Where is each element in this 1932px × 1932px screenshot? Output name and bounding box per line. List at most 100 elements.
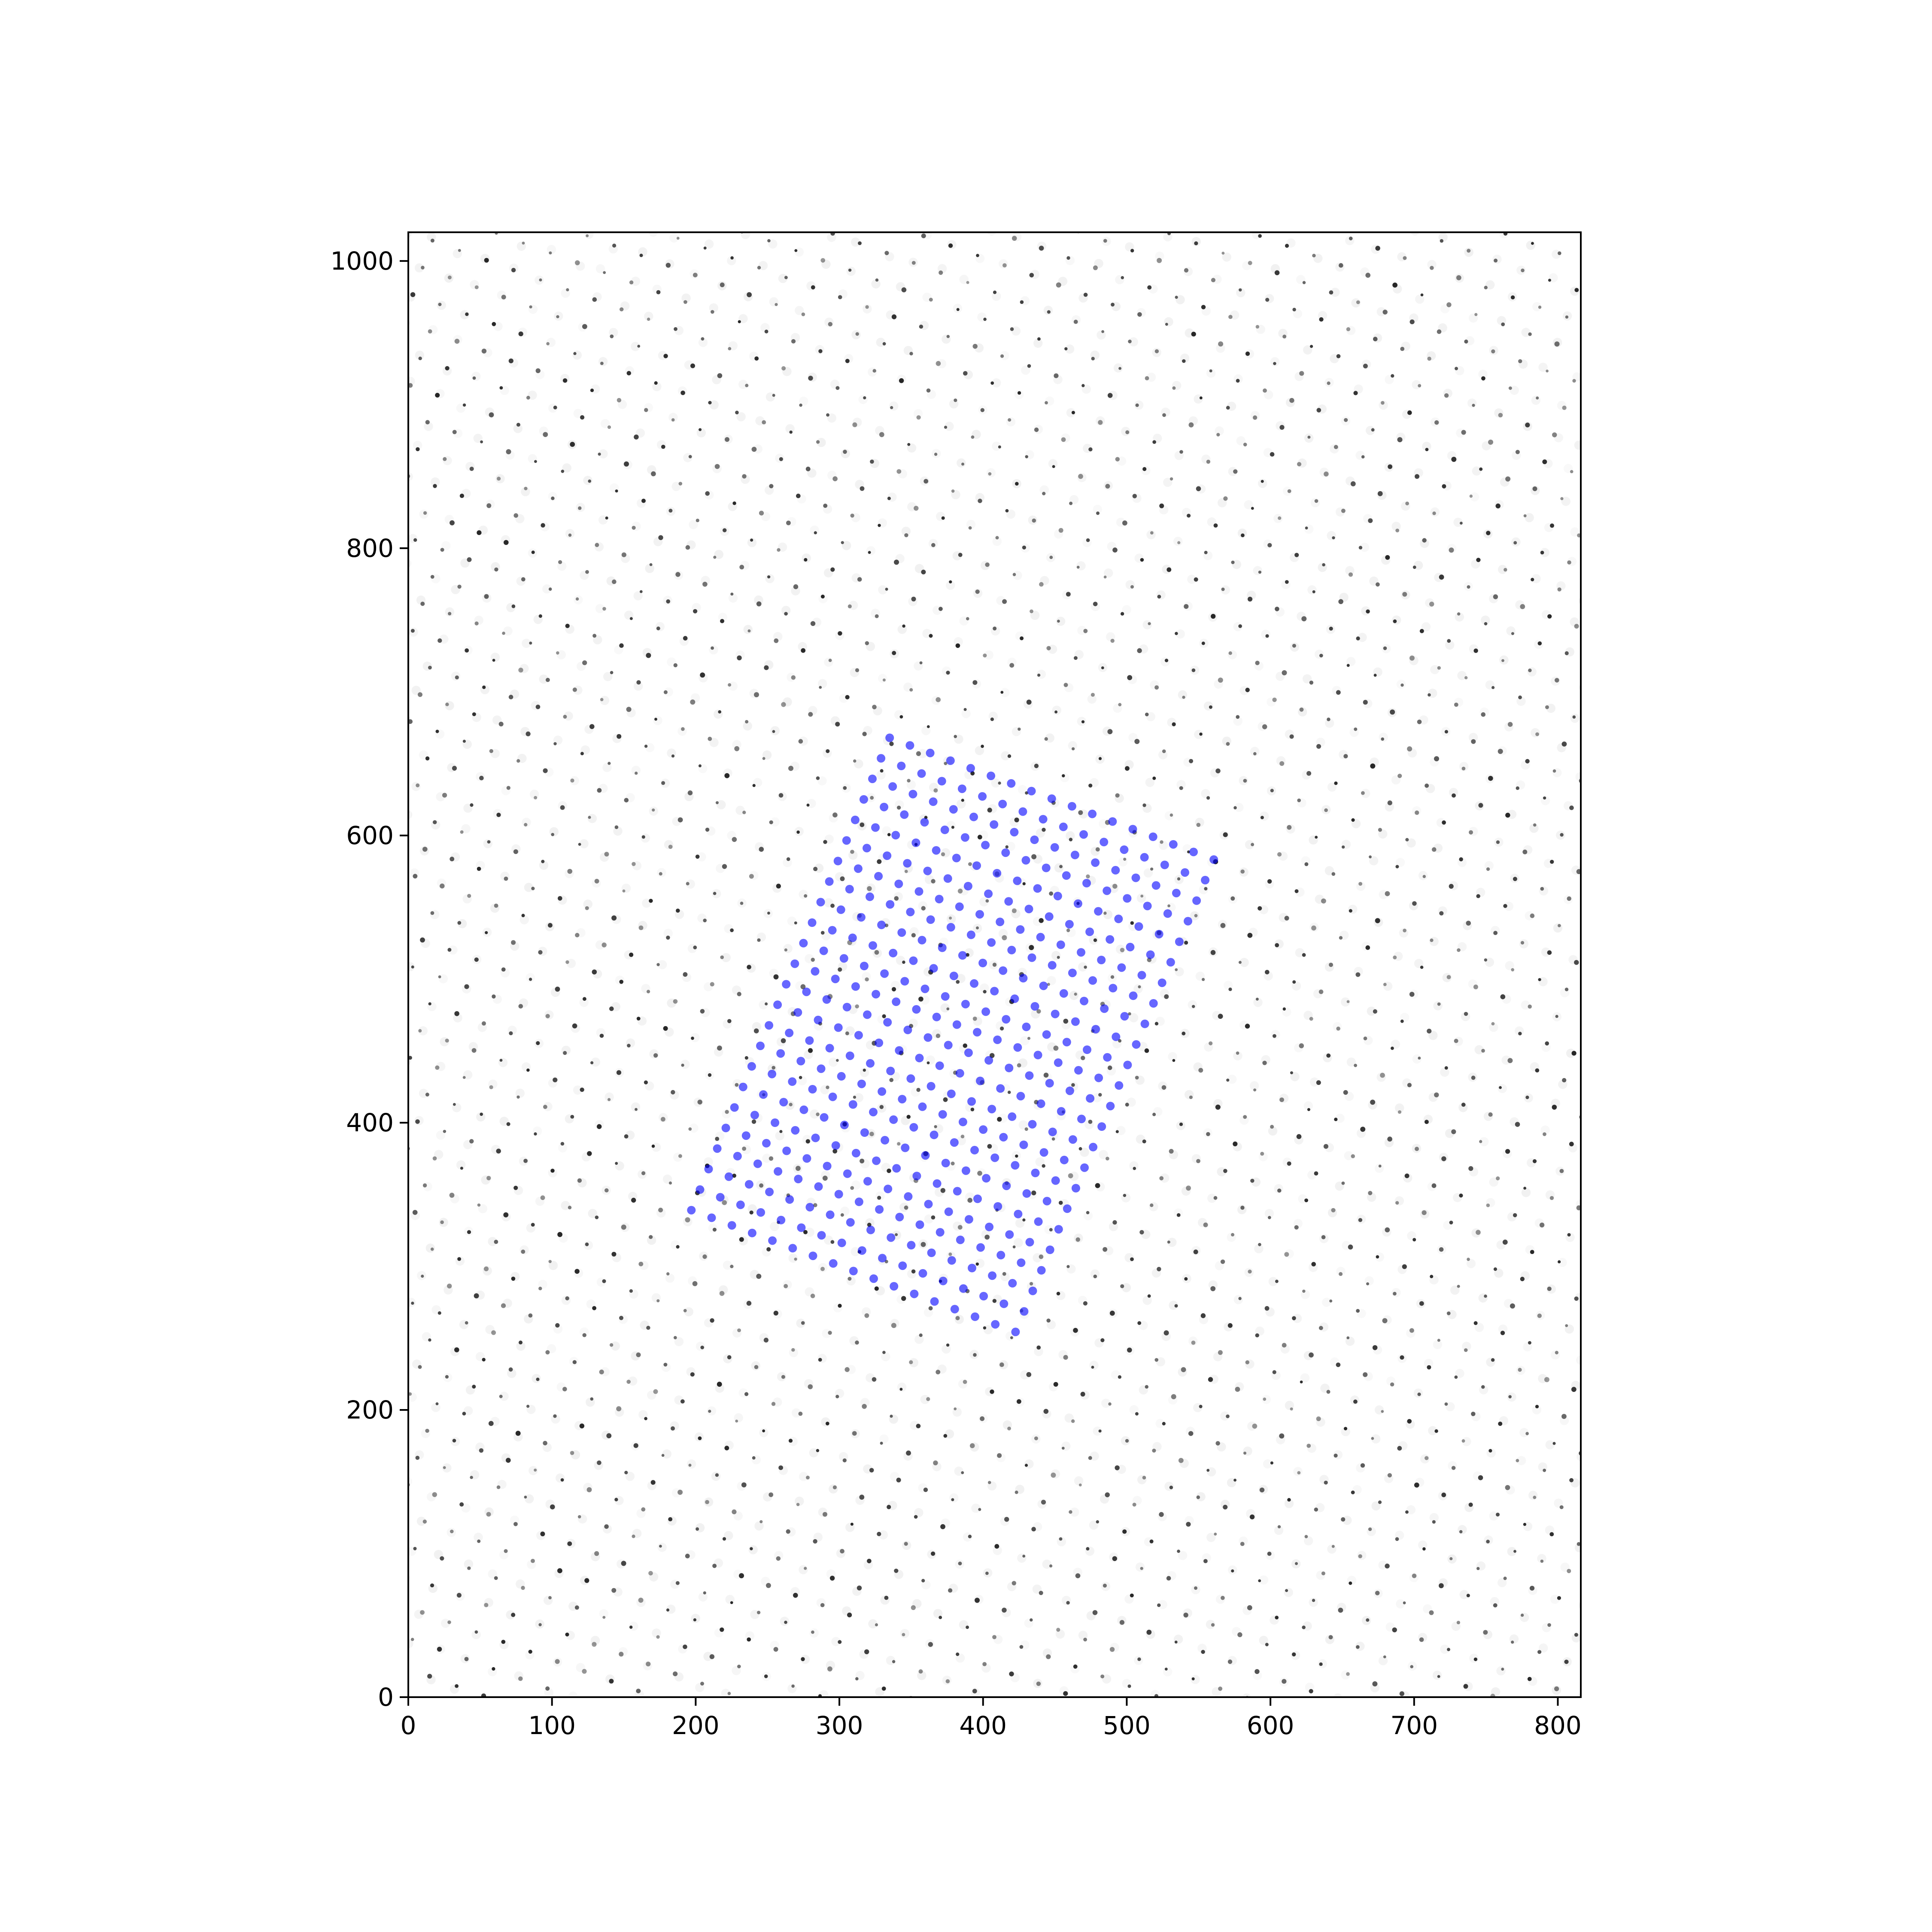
- lattice-spot: [479, 1448, 484, 1453]
- lattice-haze: [918, 749, 927, 759]
- lattice-haze: [588, 1209, 597, 1218]
- data-point: [744, 1180, 753, 1189]
- lattice-haze: [1401, 501, 1410, 511]
- lattice-spot: [1086, 538, 1090, 542]
- lattice-spot: [1322, 563, 1325, 567]
- lattice-spot: [1525, 1432, 1529, 1435]
- lattice-spot: [700, 672, 705, 678]
- lattice-spot: [1460, 522, 1463, 525]
- lattice-spot: [1236, 379, 1240, 383]
- data-point: [892, 997, 901, 1006]
- lattice-spot: [765, 1002, 768, 1005]
- lattice-haze: [1206, 1467, 1216, 1476]
- lattice-spot: [1439, 911, 1444, 916]
- lattice-spot: [1479, 467, 1483, 471]
- lattice-haze: [1576, 1355, 1581, 1365]
- lattice-haze: [912, 1599, 922, 1608]
- lattice-haze: [519, 915, 529, 924]
- lattice-spot: [1377, 491, 1383, 496]
- lattice-spot: [1057, 620, 1060, 623]
- lattice-spot: [1368, 518, 1373, 523]
- lattice-haze: [556, 1473, 565, 1483]
- lattice-spot: [1034, 1436, 1038, 1440]
- lattice-spot: [445, 702, 449, 706]
- data-point: [738, 1082, 747, 1091]
- lattice-spot: [1454, 702, 1458, 707]
- lattice-spot: [1247, 1605, 1252, 1610]
- lattice-spot: [1444, 1066, 1448, 1070]
- lattice-spot: [1148, 622, 1151, 626]
- data-point: [1068, 1135, 1077, 1144]
- data-point: [816, 898, 825, 907]
- data-point: [797, 1223, 806, 1232]
- data-point: [848, 1100, 857, 1109]
- lattice-spot: [885, 587, 888, 591]
- lattice-spot: [1382, 1318, 1388, 1324]
- lattice-haze: [1102, 1674, 1112, 1684]
- lattice-spot: [1096, 511, 1100, 515]
- lattice-haze: [712, 889, 721, 899]
- lattice-spot: [1181, 1703, 1186, 1708]
- lattice-haze: [866, 546, 876, 556]
- lattice-spot: [1255, 1669, 1260, 1674]
- lattice-spot: [1360, 1127, 1366, 1132]
- lattice-spot: [1442, 820, 1446, 825]
- lattice-spot: [1181, 1367, 1186, 1373]
- data-point: [1128, 825, 1137, 834]
- lattice-spot: [469, 467, 474, 471]
- lattice-spot: [1031, 1527, 1036, 1531]
- lattice-haze: [1470, 492, 1479, 502]
- lattice-spot: [482, 685, 486, 689]
- lattice-spot: [791, 1684, 795, 1688]
- lattice-spot: [968, 1534, 972, 1538]
- lattice-haze: [1370, 1683, 1379, 1692]
- lattice-spot: [781, 1375, 785, 1379]
- lattice-spot: [445, 1039, 449, 1043]
- lattice-haze: [783, 944, 793, 953]
- data-point: [707, 1213, 716, 1222]
- lattice-spot: [1397, 437, 1403, 443]
- lattice-spot: [1247, 933, 1253, 938]
- lattice-spot: [1432, 511, 1436, 515]
- lattice-spot: [430, 238, 434, 243]
- lattice-haze: [697, 852, 706, 862]
- lattice-spot: [1275, 607, 1279, 611]
- lattice-spot: [592, 1642, 597, 1647]
- lattice-spot: [1525, 1095, 1529, 1100]
- lattice-haze: [945, 1429, 954, 1439]
- lattice-spot: [553, 1077, 558, 1082]
- lattice-spot: [418, 692, 422, 697]
- lattice-spot: [1592, 661, 1596, 665]
- lattice-spot: [600, 698, 604, 702]
- lattice-spot: [534, 460, 537, 463]
- lattice-spot: [1210, 1286, 1216, 1291]
- lattice-spot: [1059, 1537, 1063, 1541]
- lattice-spot: [671, 418, 675, 422]
- lattice-spot: [1162, 749, 1166, 753]
- lattice-spot: [401, 1665, 404, 1668]
- lattice-spot: [440, 883, 445, 889]
- lattice-spot: [636, 1352, 641, 1358]
- lattice-haze: [681, 293, 691, 303]
- lattice-spot: [1410, 319, 1415, 325]
- lattice-spot: [889, 741, 894, 746]
- lattice-spot: [1014, 817, 1019, 823]
- lattice-haze: [1293, 1467, 1303, 1476]
- lattice-spot: [1564, 1659, 1569, 1664]
- lattice-haze: [1580, 1112, 1581, 1116]
- lattice-spot: [1471, 1075, 1476, 1080]
- lattice-haze: [1494, 1268, 1504, 1278]
- lattice-haze: [595, 264, 605, 273]
- lattice-spot: [1501, 322, 1505, 326]
- lattice-haze: [1060, 773, 1069, 783]
- lattice-spot: [1318, 989, 1324, 994]
- lattice-spot: [804, 1567, 807, 1570]
- lattice-spot: [553, 742, 557, 746]
- lattice-haze: [879, 1434, 889, 1444]
- lattice-haze: [954, 1466, 963, 1476]
- lattice-spot: [1338, 599, 1343, 605]
- lattice-spot: [901, 287, 907, 292]
- lattice-spot: [566, 288, 569, 292]
- data-point: [860, 962, 869, 970]
- lattice-haze: [1074, 1476, 1084, 1485]
